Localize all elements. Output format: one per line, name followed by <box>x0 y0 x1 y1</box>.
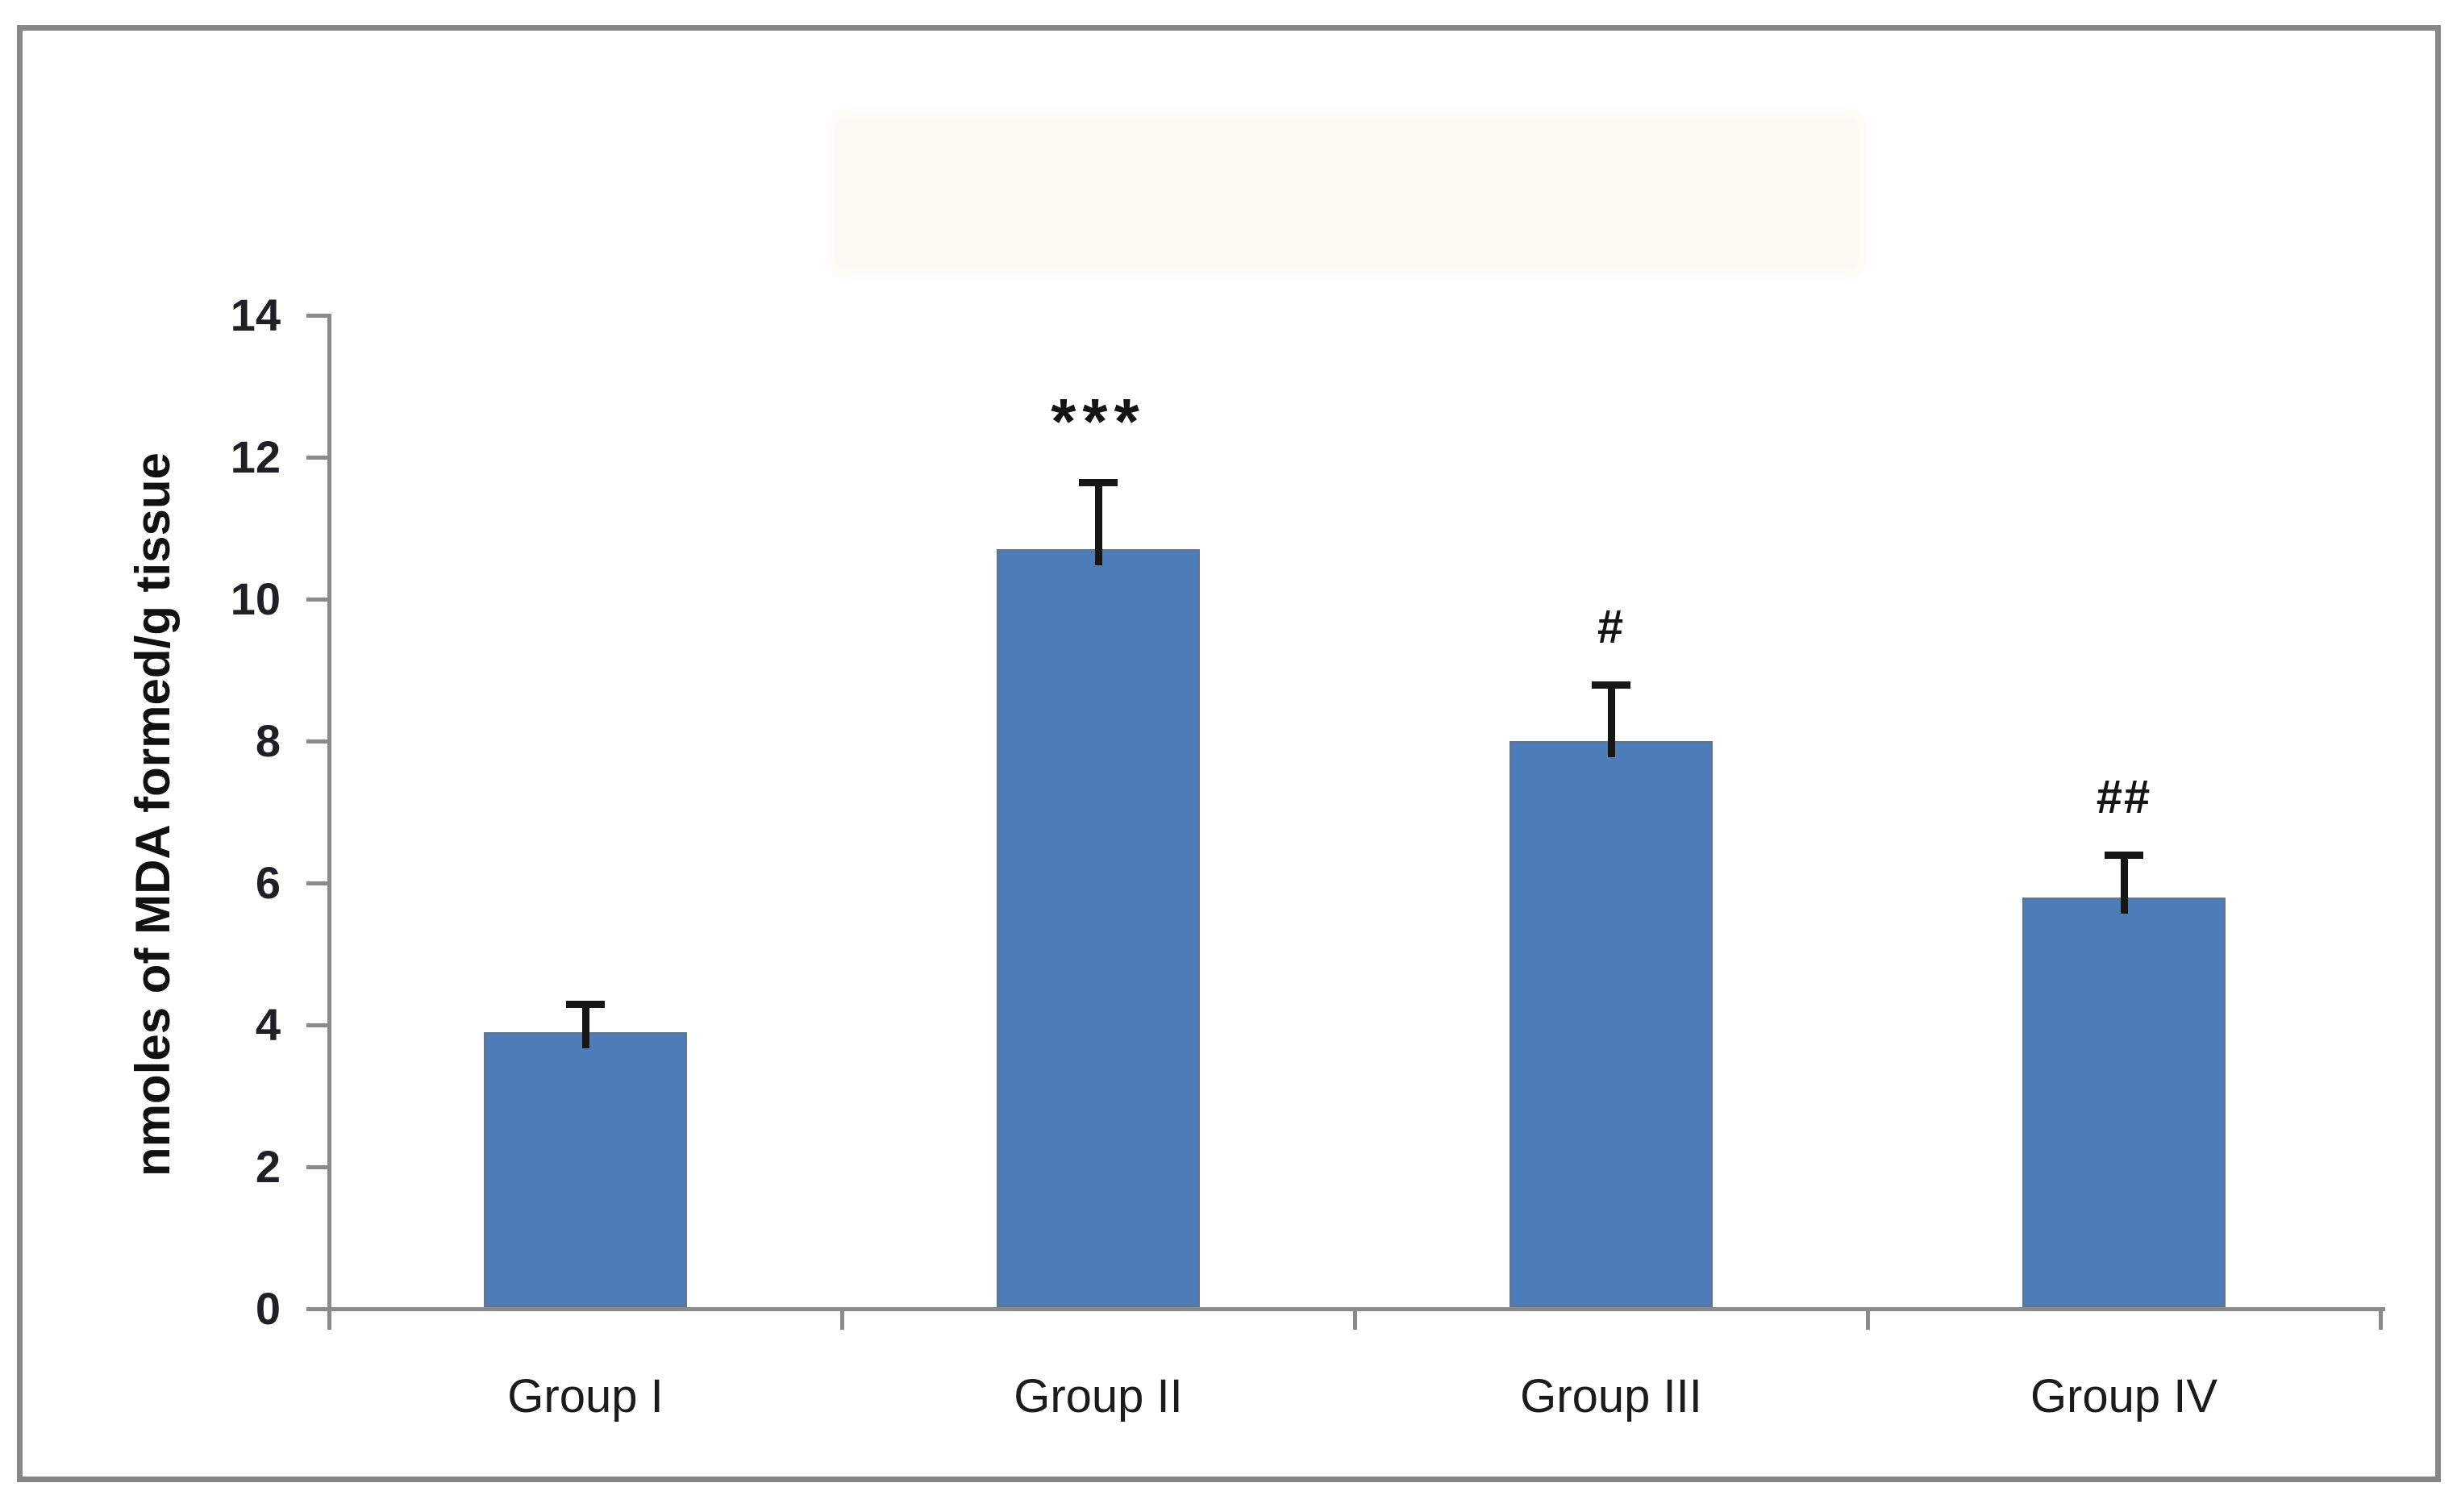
error-bar-stem <box>2121 858 2128 914</box>
y-tick-label: 6 <box>255 857 281 908</box>
error-bar-cap <box>1079 478 1118 486</box>
x-tick <box>2379 1310 2383 1330</box>
significance-annotation: # <box>1597 600 1626 653</box>
x-tick <box>1866 1310 1870 1330</box>
y-tick <box>306 1165 327 1169</box>
error-bar-cap <box>566 1000 605 1008</box>
y-tick-label: 8 <box>255 715 281 766</box>
significance-annotation: ## <box>2096 770 2152 823</box>
y-tick <box>306 881 327 885</box>
bar <box>1509 741 1713 1307</box>
y-tick-label: 2 <box>255 1141 281 1192</box>
bar <box>484 1031 687 1307</box>
y-tick <box>306 739 327 744</box>
y-axis-line <box>327 314 331 1313</box>
x-tick <box>327 1310 331 1330</box>
error-bar-stem <box>582 1007 589 1048</box>
erased-title-ghost <box>831 113 1863 274</box>
error-bar-cap <box>1592 681 1630 689</box>
y-tick-label: 10 <box>230 573 281 624</box>
y-tick-label: 12 <box>230 431 281 482</box>
y-tick <box>306 1023 327 1027</box>
y-tick <box>306 456 327 460</box>
y-tick <box>306 1307 327 1311</box>
y-tick-label: 14 <box>230 289 281 340</box>
x-category-label: Group III <box>1520 1370 1702 1422</box>
y-tick <box>306 314 327 318</box>
x-tick <box>1353 1310 1357 1330</box>
x-category-label: Group II <box>1014 1370 1183 1422</box>
y-tick-label: 0 <box>255 1283 281 1334</box>
x-category-label: Group IV <box>2030 1370 2218 1422</box>
bar <box>997 549 1200 1307</box>
error-bar-stem <box>1095 485 1102 566</box>
error-bar-stem <box>1608 688 1615 757</box>
x-axis-line <box>327 1307 2385 1311</box>
error-bar-cap <box>2105 851 2143 859</box>
y-tick <box>306 598 327 602</box>
significance-annotation: *** <box>1051 385 1146 457</box>
x-tick <box>840 1310 844 1330</box>
y-tick-label: 4 <box>255 999 281 1050</box>
bar <box>2022 897 2226 1307</box>
x-category-label: Group I <box>507 1370 664 1422</box>
